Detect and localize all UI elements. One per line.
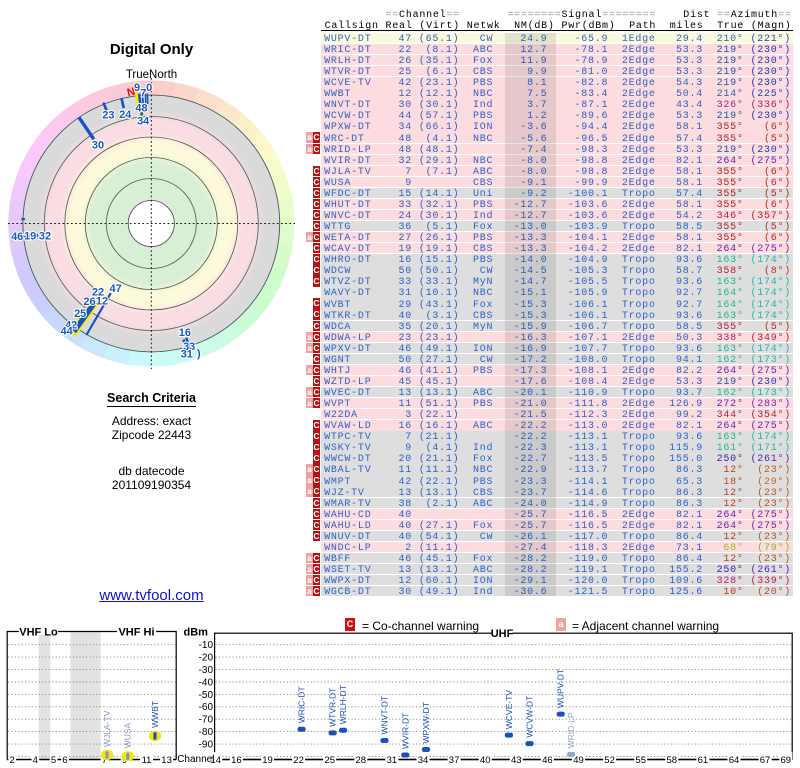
svg-text:7: 7 [140, 87, 146, 99]
svg-text:WJLA-TV: WJLA-TV [102, 710, 112, 747]
svg-text:WUSA: WUSA [123, 722, 133, 748]
svg-text:25: 25 [324, 755, 335, 766]
svg-text:58: 58 [667, 755, 678, 766]
svg-text:13: 13 [161, 755, 172, 766]
svg-text:37: 37 [449, 755, 460, 766]
svg-text:WUPV-DT: WUPV-DT [556, 669, 566, 708]
svg-text:Channel: Channel [177, 754, 214, 765]
svg-text:46: 46 [11, 231, 23, 243]
svg-text:16: 16 [231, 755, 242, 766]
svg-text:WRID-LP: WRID-LP [566, 712, 576, 748]
svg-text:44: 44 [60, 325, 73, 337]
svg-text:WRIC-DT: WRIC-DT [297, 686, 307, 723]
svg-text:-50: -50 [199, 690, 214, 701]
svg-text:48: 48 [135, 102, 147, 114]
svg-text:5: 5 [51, 755, 56, 766]
svg-text:16: 16 [179, 327, 191, 339]
svg-text:WRLH-DT: WRLH-DT [338, 685, 348, 724]
svg-text:33: 33 [183, 341, 195, 353]
svg-text:): ) [197, 348, 201, 360]
svg-text:6: 6 [62, 755, 67, 766]
svg-text:40: 40 [480, 755, 491, 766]
svg-text:22: 22 [293, 755, 304, 766]
svg-text:12: 12 [96, 295, 108, 307]
svg-text:WCVE-TV: WCVE-TV [504, 690, 514, 730]
svg-text:42: 42 [65, 320, 77, 332]
svg-text:WPXW-DT: WPXW-DT [421, 702, 431, 743]
svg-text:31: 31 [181, 349, 193, 361]
svg-text:22: 22 [92, 287, 104, 299]
svg-text:47: 47 [109, 283, 121, 295]
svg-text:-40: -40 [199, 677, 214, 688]
svg-text:14: 14 [210, 755, 221, 766]
svg-text:61: 61 [698, 755, 709, 766]
svg-text:0: 0 [146, 82, 152, 94]
svg-text:34: 34 [418, 755, 429, 766]
svg-text:9: 9 [134, 82, 140, 94]
svg-text:N: N [126, 86, 137, 100]
svg-text:55: 55 [635, 755, 646, 766]
svg-text:-80: -80 [199, 727, 214, 738]
svg-text:7: 7 [102, 755, 107, 766]
svg-text:64: 64 [729, 755, 740, 766]
svg-text:67: 67 [760, 755, 771, 766]
svg-text:19: 19 [24, 230, 36, 242]
svg-text:WNVT-DT: WNVT-DT [380, 696, 390, 735]
svg-text:-70: -70 [199, 715, 214, 726]
svg-text:24: 24 [119, 109, 132, 121]
svg-text:46: 46 [542, 755, 553, 766]
svg-text:30: 30 [92, 139, 104, 151]
svg-text:VHF Lo: VHF Lo [19, 627, 58, 639]
svg-text:-90: -90 [199, 740, 214, 751]
svg-text:WWBT: WWBT [150, 701, 160, 728]
svg-text:-10: -10 [199, 640, 214, 651]
svg-text:WCVW-DT: WCVW-DT [525, 696, 535, 738]
svg-text:32: 32 [39, 231, 51, 243]
svg-text:25: 25 [74, 308, 86, 320]
svg-text:-30: -30 [199, 665, 214, 676]
svg-text:WVIR-DT: WVIR-DT [400, 713, 410, 749]
svg-text:49: 49 [573, 755, 584, 766]
svg-text:WTVR-DT: WTVR-DT [328, 688, 338, 727]
svg-text:-20: -20 [199, 653, 214, 664]
svg-text:31: 31 [387, 755, 398, 766]
svg-text:UHF: UHF [491, 628, 514, 640]
svg-text:11: 11 [142, 755, 152, 766]
svg-text:34: 34 [137, 115, 150, 127]
svg-text:52: 52 [604, 755, 615, 766]
svg-text:VHF Hi: VHF Hi [118, 627, 154, 639]
svg-text:43: 43 [511, 755, 522, 766]
svg-text:-60: -60 [199, 702, 214, 713]
svg-text:26: 26 [83, 296, 95, 308]
svg-text:2: 2 [10, 755, 15, 766]
svg-text:23: 23 [102, 110, 114, 122]
svg-text:19: 19 [262, 755, 273, 766]
svg-text:28: 28 [356, 755, 367, 766]
svg-text:dBm: dBm [184, 627, 209, 639]
svg-text:69: 69 [781, 755, 792, 766]
svg-text:4: 4 [33, 755, 38, 766]
